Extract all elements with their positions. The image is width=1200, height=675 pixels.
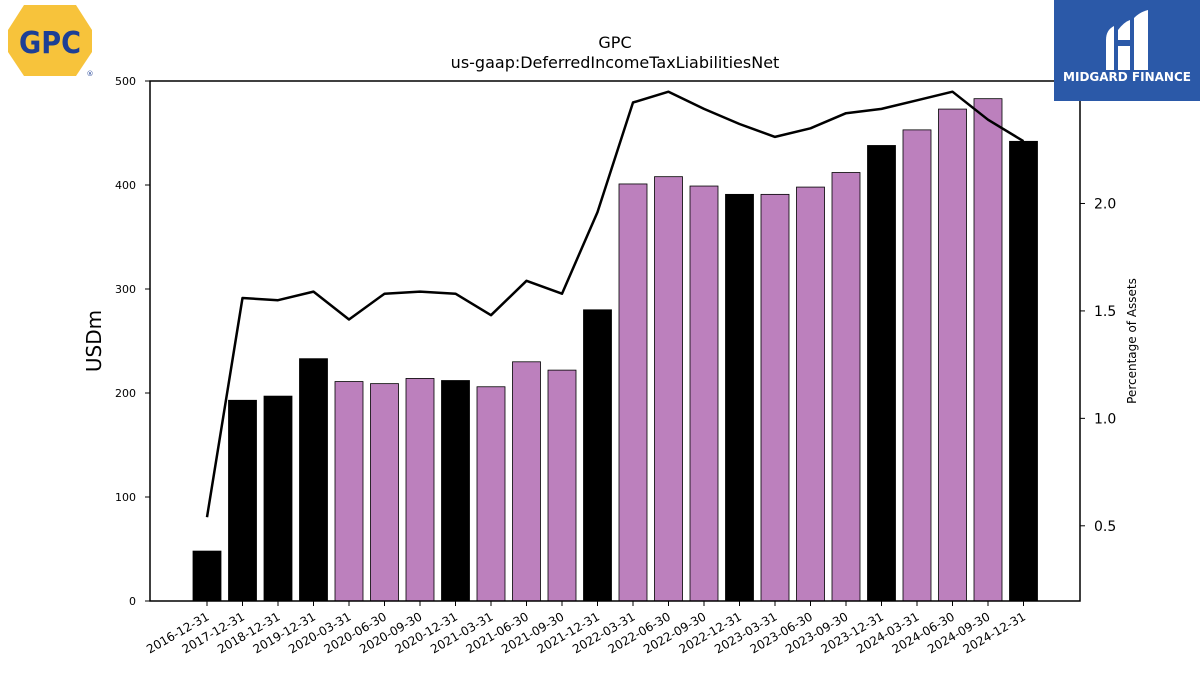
chart-title: GPC: [598, 33, 631, 52]
bar-2024-06-30: [938, 108, 967, 602]
bar-2022-12-31: [725, 193, 754, 602]
bar-2022-03-31: [618, 183, 648, 602]
bar-2021-09-30: [547, 369, 577, 602]
bar-2020-09-30: [405, 378, 435, 602]
y2-tick-label: 2.0: [1094, 196, 1116, 212]
bar-2018-12-31: [263, 395, 293, 602]
right-y-axis: 0.51.01.52.02.5: [1080, 89, 1116, 535]
brand-logo: MIDGARD FINANCE: [1054, 0, 1200, 101]
y2-tick-label: 1.5: [1094, 304, 1116, 320]
bar-2023-06-30: [796, 186, 825, 602]
percentage-line-series: [205, 90, 1025, 518]
y-tick-label: 100: [115, 491, 136, 504]
y2-tick-label: 1.0: [1094, 411, 1116, 427]
bar-2020-12-31: [441, 380, 470, 602]
y-tick-label: 0: [129, 595, 136, 608]
brand-mark-icon: [1106, 10, 1148, 70]
bar-2022-09-30: [689, 185, 719, 602]
bar-2017-12-31: [228, 399, 257, 602]
y-tick-label: 200: [115, 387, 136, 400]
bar-2024-12-31: [1009, 140, 1038, 602]
bar-2023-12-31: [867, 145, 896, 602]
company-logo-text: GPC: [19, 26, 81, 61]
bar-2020-03-31: [334, 381, 364, 602]
left-y-axis: 0 100 200 300 400 500: [115, 75, 150, 608]
bar-2021-12-31: [583, 309, 612, 602]
y2-axis-label: Percentage of Assets: [1125, 278, 1139, 404]
bar-2024-03-31: [902, 129, 932, 602]
bar-2023-03-31: [760, 193, 790, 602]
bar-2020-06-30: [370, 383, 399, 602]
registered-mark: ®: [87, 70, 94, 78]
bar-2021-06-30: [512, 361, 541, 602]
y-axis-label: USDm: [82, 310, 106, 372]
bar-2022-06-30: [654, 176, 683, 602]
company-logo: GPC ®: [8, 5, 94, 78]
x-axis: 2016-12-312017-12-312018-12-312019-12-31…: [144, 601, 1028, 656]
bar-series: [192, 98, 1038, 602]
bar-2021-03-31: [476, 386, 506, 602]
logo-octagon-shape: [8, 5, 92, 76]
chart-subtitle: us-gaap:DeferredIncomeTaxLiabilitiesNet: [451, 53, 780, 72]
y2-tick-label: 0.5: [1094, 519, 1116, 535]
percentage-of-assets-line: [205, 90, 1025, 518]
bar-2019-12-31: [299, 358, 328, 602]
y-tick-label: 400: [115, 179, 136, 192]
bar-2023-09-30: [831, 172, 861, 602]
brand-logo-text: MIDGARD FINANCE: [1063, 70, 1191, 84]
y-tick-label: 300: [115, 283, 136, 296]
plot-frame: [149, 80, 1081, 602]
y-tick-label: 500: [115, 75, 136, 88]
bar-2016-12-31: [192, 550, 222, 602]
bar-2024-09-30: [973, 98, 1003, 602]
